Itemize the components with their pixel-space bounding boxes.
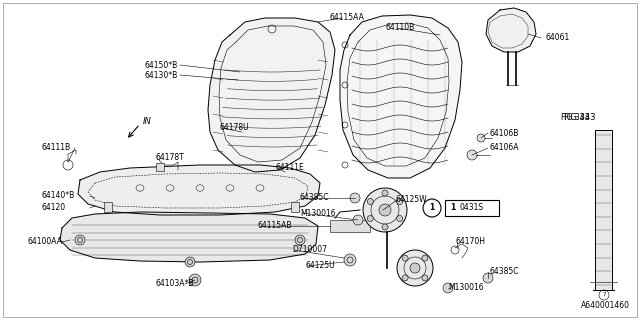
Circle shape bbox=[397, 250, 433, 286]
Text: 7: 7 bbox=[602, 292, 605, 298]
Circle shape bbox=[350, 193, 360, 203]
Text: 64120: 64120 bbox=[42, 204, 66, 212]
Text: 64385C: 64385C bbox=[300, 194, 330, 203]
Circle shape bbox=[422, 255, 428, 261]
Circle shape bbox=[443, 283, 453, 293]
Circle shape bbox=[353, 215, 363, 225]
Text: 64125W: 64125W bbox=[395, 196, 427, 204]
Bar bbox=[595, 130, 612, 290]
Bar bbox=[104, 202, 112, 212]
Polygon shape bbox=[486, 8, 536, 52]
Text: 64125U: 64125U bbox=[305, 261, 335, 270]
Text: 64130*B: 64130*B bbox=[145, 70, 178, 79]
Polygon shape bbox=[60, 212, 318, 262]
Text: 0431S: 0431S bbox=[460, 204, 484, 212]
Circle shape bbox=[483, 273, 493, 283]
Circle shape bbox=[422, 275, 428, 281]
Text: 64115AA: 64115AA bbox=[330, 13, 365, 22]
Text: 64170H: 64170H bbox=[455, 237, 485, 246]
Polygon shape bbox=[78, 165, 320, 215]
Text: 64106A: 64106A bbox=[490, 143, 520, 153]
Circle shape bbox=[295, 235, 305, 245]
Circle shape bbox=[423, 199, 441, 217]
Text: 64103A*B: 64103A*B bbox=[155, 279, 193, 289]
Text: 64150*B: 64150*B bbox=[145, 60, 178, 69]
Circle shape bbox=[402, 275, 408, 281]
Circle shape bbox=[397, 198, 403, 204]
Text: D710007: D710007 bbox=[292, 245, 327, 254]
Text: 64178T: 64178T bbox=[155, 154, 184, 163]
Text: 64110B: 64110B bbox=[385, 23, 414, 33]
Circle shape bbox=[367, 198, 373, 204]
Text: 1: 1 bbox=[450, 204, 455, 212]
Text: A640001460: A640001460 bbox=[581, 301, 630, 310]
Circle shape bbox=[363, 188, 407, 232]
Polygon shape bbox=[340, 15, 462, 178]
Circle shape bbox=[397, 215, 403, 221]
Circle shape bbox=[410, 263, 420, 273]
Text: 64385C: 64385C bbox=[490, 268, 520, 276]
Text: 64115AB: 64115AB bbox=[258, 221, 292, 230]
Circle shape bbox=[189, 274, 201, 286]
Text: FIG.343: FIG.343 bbox=[560, 114, 589, 123]
Text: 64100AA: 64100AA bbox=[28, 237, 63, 246]
Polygon shape bbox=[208, 18, 335, 172]
Circle shape bbox=[379, 204, 391, 216]
Circle shape bbox=[382, 224, 388, 230]
Text: 64178U: 64178U bbox=[220, 124, 250, 132]
Circle shape bbox=[402, 255, 408, 261]
Text: 64111E: 64111E bbox=[275, 164, 304, 172]
Circle shape bbox=[344, 254, 356, 266]
Text: FIG.343: FIG.343 bbox=[563, 114, 595, 123]
Circle shape bbox=[185, 257, 195, 267]
Text: 64140*B: 64140*B bbox=[42, 191, 76, 201]
Circle shape bbox=[382, 190, 388, 196]
Circle shape bbox=[467, 150, 477, 160]
Text: 64061: 64061 bbox=[545, 34, 569, 43]
Circle shape bbox=[477, 134, 485, 142]
Text: M130016: M130016 bbox=[300, 209, 335, 218]
Circle shape bbox=[75, 235, 85, 245]
Bar bbox=[291, 202, 299, 212]
Text: IN: IN bbox=[143, 117, 152, 126]
Text: 1: 1 bbox=[429, 204, 435, 212]
Text: M130016: M130016 bbox=[448, 284, 484, 292]
Text: 64111B: 64111B bbox=[42, 143, 71, 153]
Bar bbox=[156, 163, 164, 171]
Bar bbox=[330, 220, 370, 232]
Text: 64106B: 64106B bbox=[490, 129, 520, 138]
Circle shape bbox=[367, 215, 373, 221]
FancyBboxPatch shape bbox=[445, 200, 499, 216]
